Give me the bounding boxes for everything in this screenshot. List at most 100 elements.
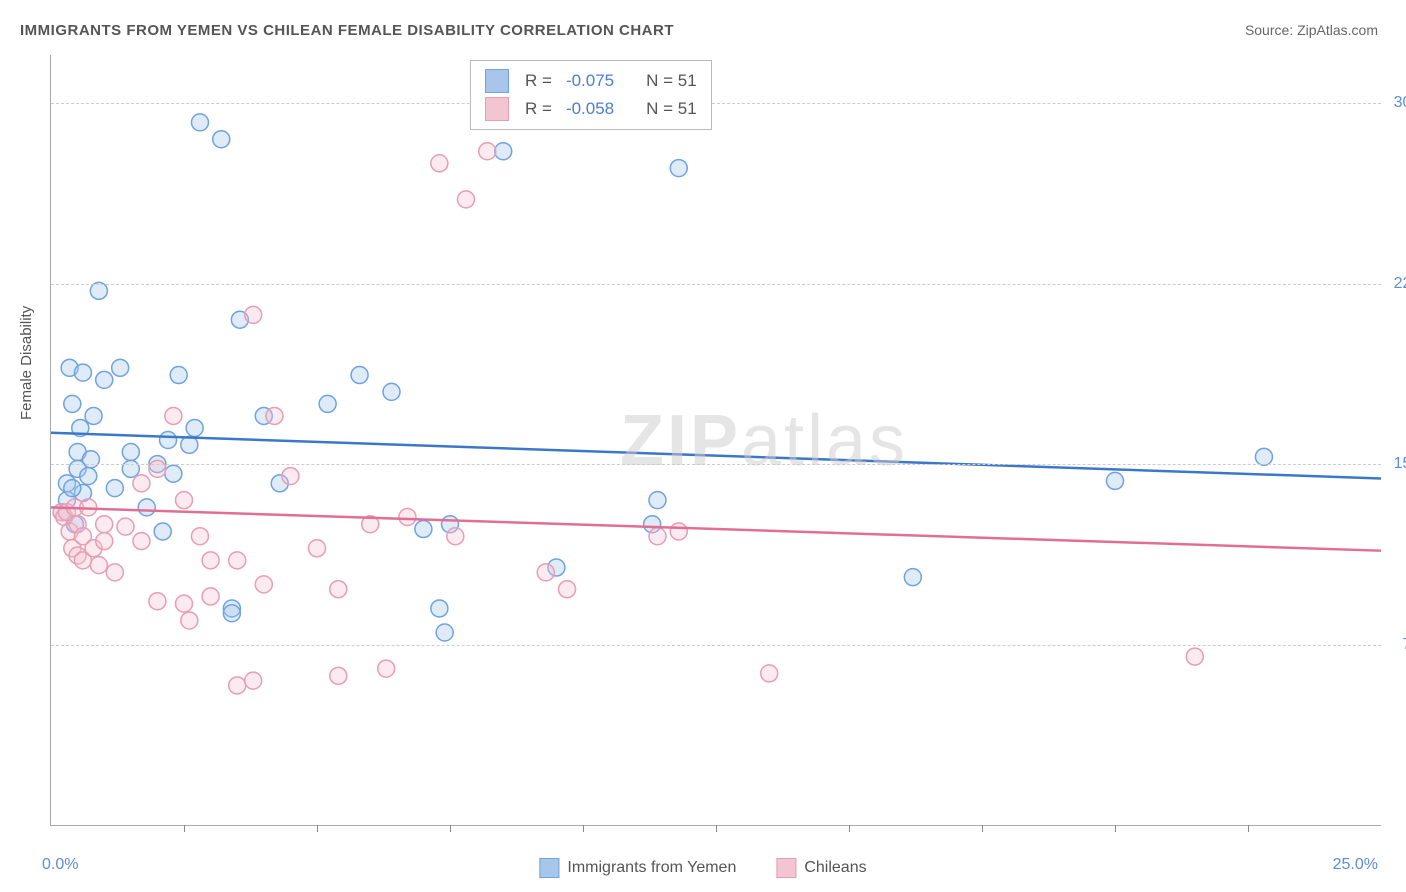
legend-r-label: R =	[525, 99, 552, 119]
grid-horizontal	[51, 464, 1381, 465]
legend-item: Chileans	[776, 858, 866, 878]
data-point	[133, 533, 150, 550]
x-axis-max-label: 25.0%	[1333, 856, 1378, 874]
legend-swatch	[485, 69, 509, 93]
y-tick-label: 22.5%	[1394, 275, 1406, 293]
data-point	[670, 523, 687, 540]
data-point	[176, 595, 193, 612]
grid-horizontal	[51, 645, 1381, 646]
data-point	[495, 143, 512, 160]
data-point	[176, 492, 193, 509]
x-tick	[1248, 825, 1249, 832]
data-point	[761, 665, 778, 682]
data-point	[191, 114, 208, 131]
data-point	[431, 155, 448, 172]
x-tick	[583, 825, 584, 832]
data-point	[149, 593, 166, 610]
data-point	[229, 677, 246, 694]
y-tick-label: 30.0%	[1394, 94, 1406, 112]
legend-n-label: N = 51	[646, 71, 697, 91]
trend-line	[51, 433, 1381, 479]
legend-n-label: N = 51	[646, 99, 697, 119]
x-tick	[982, 825, 983, 832]
data-point	[96, 371, 113, 388]
legend-label: Immigrants from Yemen	[567, 859, 736, 876]
x-tick	[716, 825, 717, 832]
y-tick-label: 7.5%	[1403, 636, 1406, 654]
y-axis-label: Female Disability	[18, 306, 35, 420]
data-point	[559, 581, 576, 598]
data-point	[1107, 472, 1124, 489]
data-point	[106, 564, 123, 581]
data-point	[537, 564, 554, 581]
data-point	[1186, 648, 1203, 665]
data-point	[330, 581, 347, 598]
data-point	[160, 432, 177, 449]
data-point	[149, 460, 166, 477]
legend-r-label: R =	[525, 71, 552, 91]
data-point	[266, 407, 283, 424]
x-tick	[450, 825, 451, 832]
data-point	[170, 367, 187, 384]
legend-swatch	[776, 858, 796, 878]
grid-horizontal	[51, 103, 1381, 104]
legend-item: Immigrants from Yemen	[539, 858, 736, 878]
data-point	[85, 407, 102, 424]
data-point	[649, 528, 666, 545]
data-point	[649, 492, 666, 509]
data-point	[165, 407, 182, 424]
data-point	[330, 667, 347, 684]
data-point	[82, 451, 99, 468]
grid-horizontal	[51, 284, 1381, 285]
data-point	[319, 395, 336, 412]
data-point	[399, 509, 416, 526]
data-point	[96, 533, 113, 550]
data-point	[112, 359, 129, 376]
data-point	[378, 660, 395, 677]
data-point	[80, 468, 97, 485]
data-point	[90, 557, 107, 574]
data-point	[436, 624, 453, 641]
data-point	[74, 364, 91, 381]
chart-plot-area: 7.5%15.0%22.5%30.0%	[50, 55, 1381, 826]
data-point	[245, 306, 262, 323]
source-attribution: Source: ZipAtlas.com	[1245, 22, 1378, 38]
data-point	[670, 160, 687, 177]
legend-label: Chileans	[804, 859, 866, 876]
data-point	[415, 521, 432, 538]
correlation-legend: R =-0.075N = 51R =-0.058N = 51	[470, 60, 712, 130]
data-point	[138, 499, 155, 516]
chart-title: IMMIGRANTS FROM YEMEN VS CHILEAN FEMALE …	[20, 22, 674, 39]
data-point	[447, 528, 464, 545]
data-point	[122, 444, 139, 461]
data-point	[904, 569, 921, 586]
data-point	[117, 518, 134, 535]
y-tick-label: 15.0%	[1394, 455, 1406, 473]
data-point	[165, 465, 182, 482]
data-point	[154, 523, 171, 540]
x-axis-min-label: 0.0%	[42, 856, 78, 874]
data-point	[64, 395, 81, 412]
data-point	[309, 540, 326, 557]
data-point	[351, 367, 368, 384]
data-point	[255, 576, 272, 593]
x-tick	[1115, 825, 1116, 832]
scatter-svg	[51, 55, 1381, 825]
legend-r-value: -0.058	[566, 99, 614, 119]
series-legend: Immigrants from Yemen Chileans	[539, 858, 866, 878]
data-point	[1255, 448, 1272, 465]
legend-swatch	[539, 858, 559, 878]
data-point	[282, 468, 299, 485]
data-point	[431, 600, 448, 617]
data-point	[90, 282, 107, 299]
data-point	[383, 383, 400, 400]
x-tick	[317, 825, 318, 832]
data-point	[479, 143, 496, 160]
x-tick	[849, 825, 850, 832]
data-point	[213, 131, 230, 148]
data-point	[245, 672, 262, 689]
data-point	[96, 516, 113, 533]
legend-row: R = -0.058 N = 51	[485, 95, 697, 123]
data-point	[202, 552, 219, 569]
x-tick	[184, 825, 185, 832]
